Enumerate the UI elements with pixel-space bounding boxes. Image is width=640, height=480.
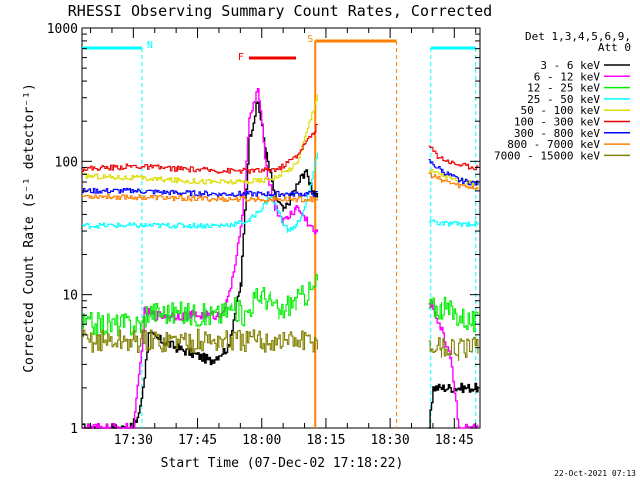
annotation-layer: N F S	[82, 34, 477, 428]
legend-label-5: 100 - 300 keV	[514, 116, 600, 129]
x-tick-label-2: 18:00	[242, 433, 281, 448]
legend-label-8: 7000 - 15000 keV	[494, 149, 600, 162]
series-line-7	[82, 172, 479, 203]
legend-header-line2: Att 0	[598, 41, 631, 54]
x-tick-label-4: 18:30	[371, 433, 410, 448]
y-axis-label: Corrected Count Rate (s⁻¹ detector⁻¹)	[22, 83, 37, 373]
series-line-3	[82, 152, 479, 233]
annotation-label-N: N	[147, 40, 153, 51]
y-tick-label-2: 100	[55, 155, 78, 170]
axes-layer: 1 10 100 1000 17:30 17:45 18:00 18:15 18:30 18:45	[47, 22, 480, 448]
series-line-6	[82, 159, 479, 198]
series-line-2	[82, 273, 479, 337]
series-line-5	[82, 124, 479, 174]
plot-frame	[81, 27, 481, 429]
series-line-4	[82, 94, 479, 187]
series-line-8	[82, 328, 479, 361]
y-tick-label-1: 10	[62, 289, 78, 304]
x-tick-label-0: 17:30	[114, 433, 153, 448]
annotation-label-F: F	[238, 52, 244, 63]
legend-label-7: 800 - 7000 keV	[507, 138, 600, 151]
series-layer	[82, 88, 479, 429]
chart-title: RHESSI Observing Summary Count Rates, Co…	[68, 2, 492, 20]
legend-label-6: 300 - 800 keV	[514, 127, 600, 140]
x-tick-label-5: 18:45	[435, 433, 474, 448]
legend-label-0: 3 - 6 keV	[540, 59, 600, 72]
legend-label-1: 6 - 12 keV	[534, 70, 601, 83]
legend-label-2: 12 - 25 keV	[527, 82, 600, 95]
legend-label-4: 50 - 100 keV	[521, 104, 601, 117]
y-tick-label-0: 1	[70, 422, 78, 437]
footer-timestamp: 22-Oct-2021 07:13	[554, 469, 636, 478]
legend-header-line1: Det 1,3,4,5,6,9,	[525, 30, 631, 43]
annotation-label-S: S	[307, 34, 313, 45]
x-tick-label-1: 17:45	[178, 433, 217, 448]
legend-label-3: 25 - 50 keV	[527, 93, 600, 106]
y-tick-label-3: 1000	[47, 22, 78, 37]
x-axis-label: Start Time (07-Dec-02 17:18:22)	[161, 456, 404, 471]
x-tick-label-3: 18:15	[306, 433, 345, 448]
